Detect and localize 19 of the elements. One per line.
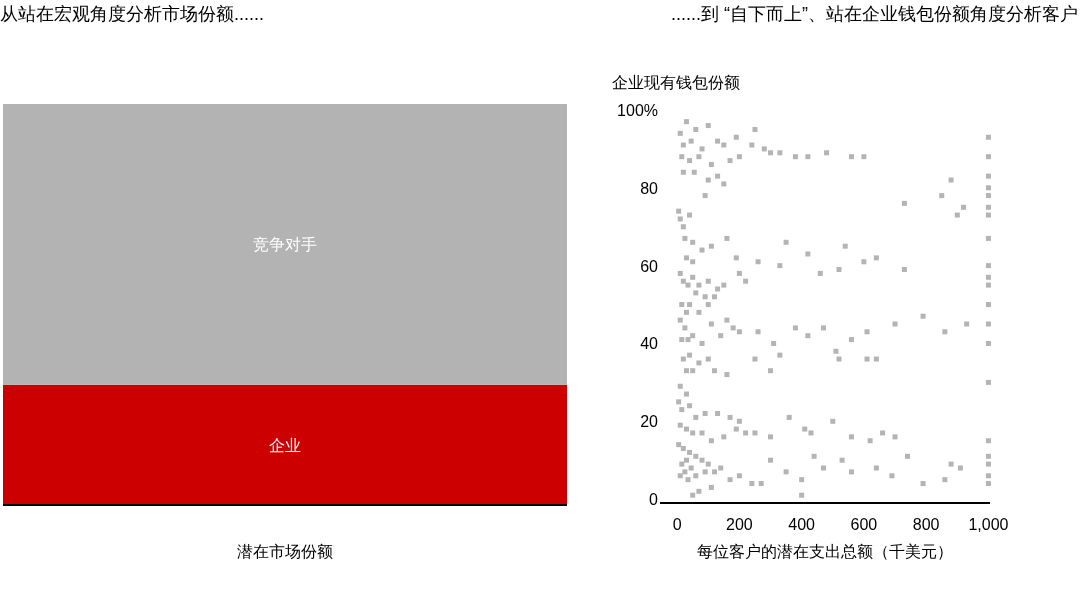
x-tick-label: 800 <box>912 516 940 533</box>
y-tick-label: 80 <box>640 179 659 197</box>
y-tick-label: 100% <box>617 102 658 119</box>
chart-title: 从站在宏观角度分析市场份额...... <box>0 4 265 24</box>
chart-title: ......到 “自下而上”、站在企业钱包份额角度分析客户 <box>671 4 1078 24</box>
x-tick-label: 0 <box>672 516 682 533</box>
series-label: 竞争对手 <box>253 236 317 254</box>
y-tick-label: 40 <box>640 335 659 353</box>
x-tick-label: 400 <box>788 516 816 533</box>
series-label: 企业 <box>269 436 301 454</box>
x-axis-title: 每位客户的潜在支出总额（千美元） <box>697 543 953 560</box>
y-tick-label: 20 <box>640 413 659 431</box>
y-axis-title: 企业现有钱包份额 <box>612 74 740 91</box>
y-tick-label: 60 <box>640 257 659 275</box>
x-tick-label: 600 <box>850 516 878 533</box>
x-axis-title: 潜在市场份额 <box>237 543 333 560</box>
y-tick-label: 0 <box>649 491 659 509</box>
x-tick-label: 200 <box>726 516 753 533</box>
x-tick-label: 1,000 <box>968 516 1009 533</box>
